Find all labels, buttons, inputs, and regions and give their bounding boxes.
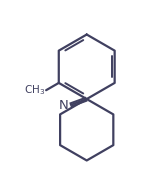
Text: N: N bbox=[59, 99, 69, 112]
Text: $\mathsf{CH_3}$: $\mathsf{CH_3}$ bbox=[24, 83, 45, 97]
